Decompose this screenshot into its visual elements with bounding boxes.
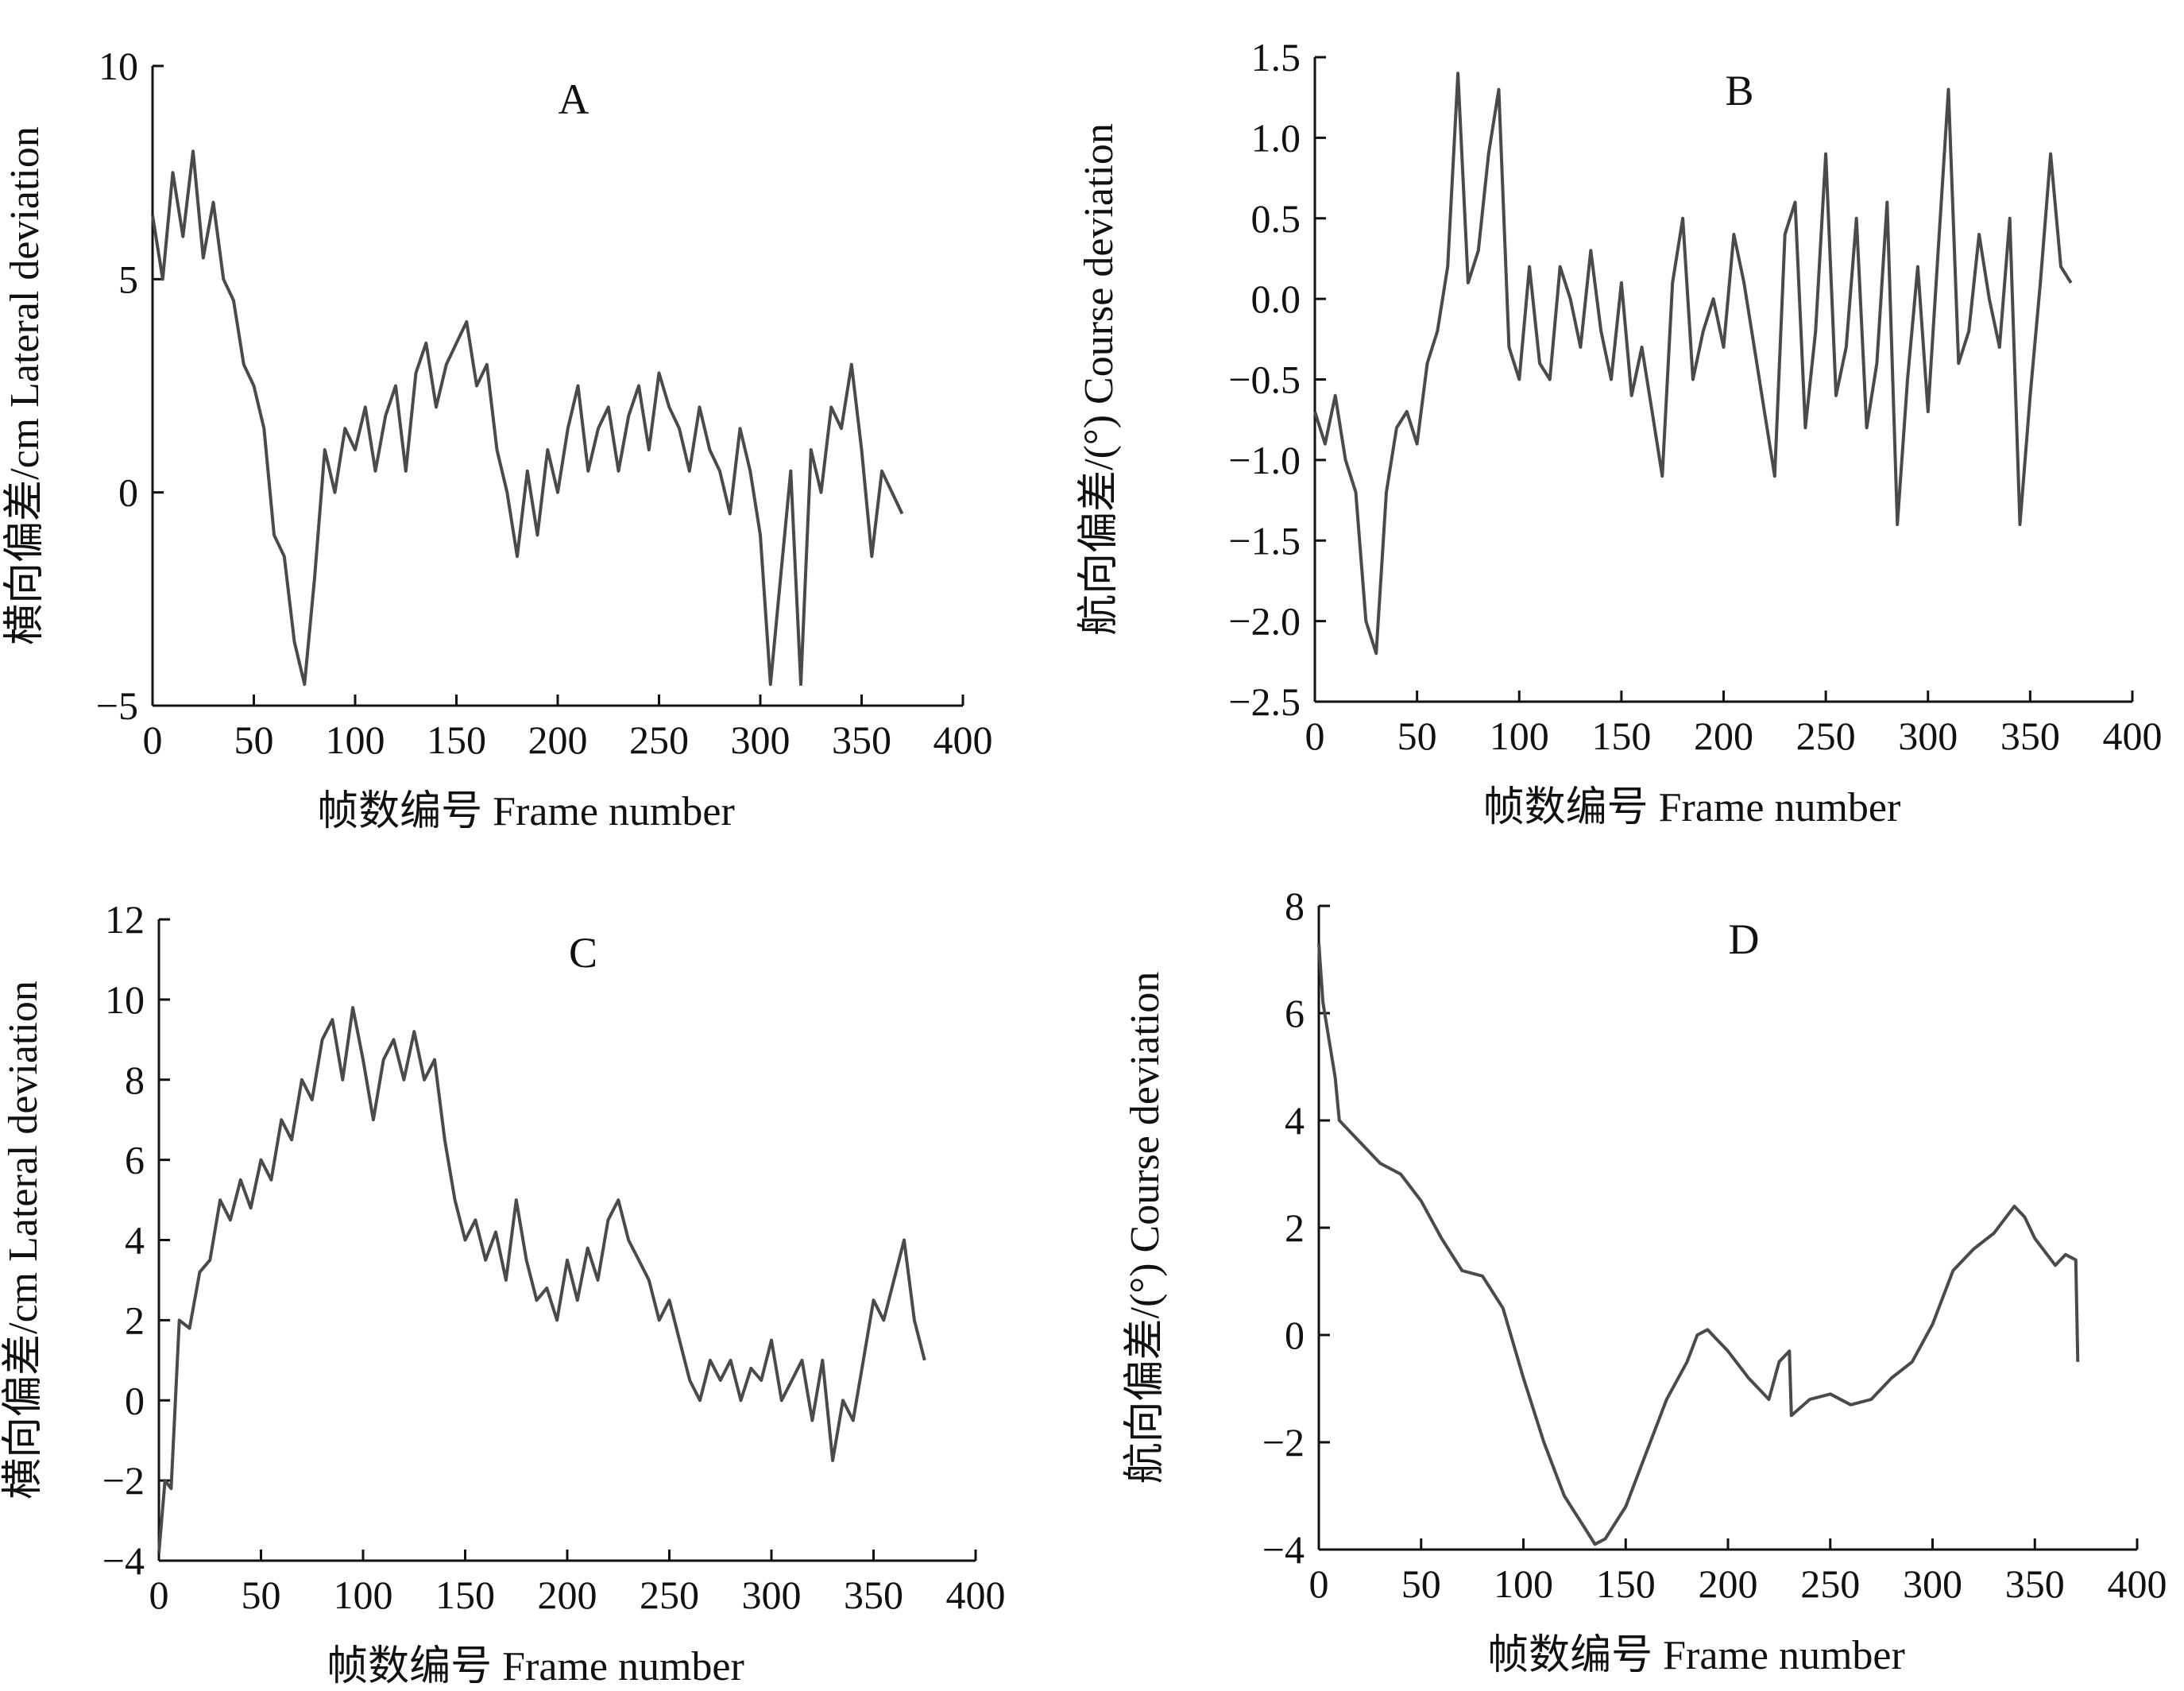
x-tick-label: 100	[326, 718, 385, 762]
x-tick-label: 350	[2005, 1561, 2065, 1606]
y-tick-label: 12	[105, 897, 145, 942]
x-tick-label: 50	[234, 718, 274, 762]
x-axis-label: 帧数编号 Frame number	[1487, 1633, 1905, 1678]
y-tick-label: 8	[125, 1058, 145, 1102]
y-tick-label: −1.5	[1228, 518, 1301, 563]
x-tick-label: 50	[1397, 714, 1437, 758]
y-tick-label: 0	[125, 1378, 145, 1422]
y-tick-label: −4	[1262, 1527, 1305, 1572]
panel-title: B	[1725, 67, 1753, 114]
x-tick-label: 400	[2108, 1561, 2167, 1606]
series-line	[157, 1006, 926, 1554]
x-tick-label: 150	[1591, 714, 1651, 758]
x-tick-label: 50	[242, 1573, 281, 1617]
y-tick-label: 0	[1285, 1313, 1305, 1357]
y-tick-label: −1.0	[1228, 438, 1301, 482]
panel-title: A	[559, 75, 589, 123]
y-tick-label: 5	[118, 257, 138, 301]
series-line	[1317, 943, 2080, 1546]
x-tick-label: 0	[1309, 1561, 1329, 1606]
y-tick-label: 10	[105, 977, 145, 1022]
x-tick-label: 300	[1898, 714, 1958, 758]
x-tick-label: 100	[1494, 1561, 1553, 1606]
y-axis-label: 航向偏差/(°) Course deviation	[1123, 972, 1168, 1484]
x-tick-label: 100	[1490, 714, 1549, 758]
x-tick-label: 0	[143, 718, 163, 762]
y-axis-label: 航向偏差/(°) Course deviation	[1077, 123, 1122, 636]
x-tick-label: 250	[640, 1573, 699, 1617]
y-tick-label: 6	[1285, 991, 1305, 1035]
x-tick-label: 200	[528, 718, 588, 762]
y-tick-label: 2	[125, 1298, 145, 1342]
x-tick-label: 250	[629, 718, 689, 762]
x-axis-label: 帧数编号 Frame number	[317, 789, 735, 834]
x-tick-label: 400	[934, 718, 993, 762]
x-tick-label: 200	[1694, 714, 1753, 758]
series-line	[151, 149, 904, 687]
chart-panel-c: 0 50 100 150 200 250 300 350 400 −4 −2 0 2 4 6 8 10 12 C 帧数…	[1, 897, 1006, 1689]
x-axis-label: 帧数编号 Frame number	[327, 1644, 744, 1689]
x-tick-label: 100	[334, 1573, 393, 1617]
y-tick-label: −2	[1262, 1420, 1305, 1465]
x-tick-label: 150	[435, 1573, 495, 1617]
x-tick-label: 200	[1699, 1561, 1758, 1606]
x-tick-label: 150	[1596, 1561, 1656, 1606]
y-tick-label: 0.5	[1251, 196, 1301, 241]
x-tick-label: 250	[1796, 714, 1856, 758]
y-tick-label: 1.5	[1251, 35, 1301, 79]
y-tick-label: 0.0	[1251, 277, 1301, 321]
y-tick-label: 10	[99, 44, 138, 88]
y-tick-label: 4	[125, 1218, 145, 1263]
y-tick-label: −2.0	[1228, 599, 1301, 644]
x-tick-label: 350	[2000, 714, 2060, 758]
series-line	[1313, 72, 2073, 656]
x-tick-label: 0	[149, 1573, 169, 1617]
panel-title: C	[569, 929, 597, 977]
y-tick-label: 4	[1285, 1098, 1305, 1143]
chart-panel-b: 0 50 100 150 200 250 300 350 400 −2.5 −2.0 −1.5 −1.0…	[1077, 35, 2163, 830]
x-tick-label: 400	[2103, 714, 2163, 758]
y-tick-label: 6	[125, 1138, 145, 1182]
x-tick-label: 0	[1305, 714, 1325, 758]
y-tick-label: 2	[1285, 1205, 1305, 1250]
y-tick-label: −2.5	[1228, 679, 1301, 724]
x-tick-label: 250	[1800, 1561, 1860, 1606]
y-tick-label: 8	[1285, 884, 1305, 928]
x-tick-label: 350	[844, 1573, 903, 1617]
y-tick-label: 0	[118, 470, 138, 515]
x-tick-label: 350	[832, 718, 891, 762]
y-tick-label: −2	[102, 1458, 145, 1503]
x-tick-label: 200	[538, 1573, 597, 1617]
x-tick-label: 400	[946, 1573, 1006, 1617]
y-tick-label: −4	[102, 1538, 145, 1583]
y-axis-label: 横向偏差/cm Lateral deviation	[1, 981, 46, 1499]
x-tick-label: 300	[1903, 1561, 1962, 1606]
y-tick-label: −0.5	[1228, 358, 1301, 402]
x-tick-label: 50	[1401, 1561, 1441, 1606]
x-axis-label: 帧数编号 Frame number	[1483, 785, 1901, 830]
x-tick-label: 300	[731, 718, 790, 762]
x-tick-label: 150	[427, 718, 486, 762]
y-axis-label: 横向偏差/cm Lateral deviation	[2, 126, 48, 645]
chart-panel-d: 0 50 100 150 200 250 300 350 400 −4 −2 0 2 4 6 8 D 帧数编号 F…	[1123, 884, 2167, 1678]
panel-title: D	[1729, 915, 1760, 963]
y-tick-label: −5	[96, 683, 138, 728]
y-tick-label: 1.0	[1251, 115, 1301, 160]
x-tick-label: 300	[742, 1573, 802, 1617]
